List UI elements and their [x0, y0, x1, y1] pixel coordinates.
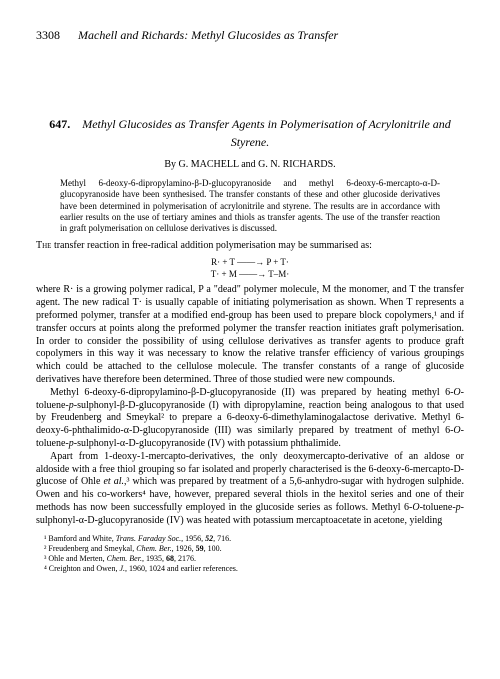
- article-heading: 647. Methyl Glucosides as Transfer Agent…: [36, 115, 464, 151]
- article-number: 647.: [49, 117, 70, 131]
- paragraph-2: Methyl 6-deoxy-6-dipropylamino-β-D-gluco…: [36, 387, 464, 451]
- byline: By G. MACHELL and G. N. RICHARDS.: [36, 159, 464, 170]
- running-title: Machell and Richards: Methyl Glucosides …: [78, 28, 338, 43]
- footnote-3: ³ Ohle and Merten, Chem. Ber., 1935, 68,…: [36, 554, 464, 564]
- page: 3308 Machell and Richards: Methyl Glucos…: [0, 0, 500, 594]
- abstract: Methyl 6-deoxy-6-dipropylamino-β-D-gluco…: [60, 178, 440, 234]
- scheme-line-1: R· + T ——→ P + T·: [36, 257, 464, 269]
- footnote-1: ¹ Bamford and White, Trans. Faraday Soc.…: [36, 534, 464, 544]
- paragraph-3: Apart from 1-deoxy-1-mercapto-derivative…: [36, 451, 464, 528]
- page-number: 3308: [36, 28, 60, 43]
- intro-lead: The: [36, 240, 51, 251]
- running-header: 3308 Machell and Richards: Methyl Glucos…: [36, 28, 464, 43]
- reaction-scheme: R· + T ——→ P + T· T· + M ——→ T–M·: [36, 257, 464, 280]
- footnote-2: ² Freudenberg and Smeykal, Chem. Ber., 1…: [36, 544, 464, 554]
- article-title: Methyl Glucosides as Transfer Agents in …: [82, 117, 451, 149]
- paragraph-1: where R· is a growing polymer radical, P…: [36, 284, 464, 386]
- scheme-line-2: T· + M ——→ T–M·: [36, 269, 464, 281]
- footnote-4: ⁴ Creighton and Owen, J., 1960, 1024 and…: [36, 564, 464, 574]
- intro-rest: transfer reaction in free-radical additi…: [54, 240, 372, 251]
- intro-line: The transfer reaction in free-radical ad…: [36, 240, 464, 253]
- footnotes: ¹ Bamford and White, Trans. Faraday Soc.…: [36, 534, 464, 574]
